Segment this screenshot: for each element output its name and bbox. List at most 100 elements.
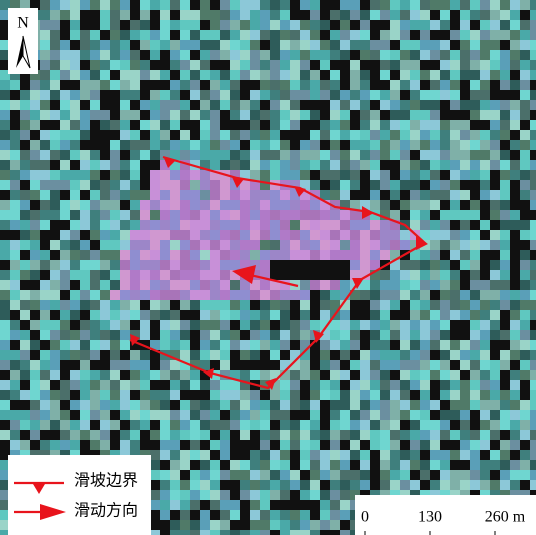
pixel <box>440 210 450 220</box>
pixel <box>440 440 450 450</box>
pixel <box>140 220 150 230</box>
pixel <box>280 0 290 10</box>
pixel <box>70 370 80 380</box>
pixel <box>80 140 90 150</box>
pixel <box>60 100 70 110</box>
pixel <box>270 10 280 20</box>
pixel <box>80 310 90 320</box>
pixel <box>480 150 490 160</box>
pixel <box>400 440 410 450</box>
pixel <box>110 260 120 270</box>
pixel <box>390 140 400 150</box>
pixel <box>100 70 110 80</box>
pixel <box>440 130 450 140</box>
pixel <box>330 420 340 430</box>
pixel <box>380 400 390 410</box>
pixel <box>160 60 170 70</box>
pixel <box>230 530 240 535</box>
pixel <box>350 50 360 60</box>
pixel <box>300 330 310 340</box>
pixel <box>150 280 160 290</box>
pixel <box>340 30 350 40</box>
pixel <box>160 200 170 210</box>
pixel <box>200 240 210 250</box>
pixel <box>500 150 510 160</box>
pixel <box>150 410 160 420</box>
pixel <box>90 440 100 450</box>
pixel <box>100 430 110 440</box>
pixel <box>390 450 400 460</box>
pixel <box>350 120 360 130</box>
pixel <box>100 160 110 170</box>
pixel <box>10 270 20 280</box>
pixel <box>330 260 340 270</box>
pixel <box>300 530 310 535</box>
pixel <box>70 0 80 10</box>
pixel <box>220 360 230 370</box>
pixel <box>130 110 140 120</box>
pixel <box>0 350 10 360</box>
pixel <box>420 290 430 300</box>
pixel <box>430 70 440 80</box>
pixel <box>150 160 160 170</box>
pixel <box>430 340 440 350</box>
pixel <box>260 90 270 100</box>
pixel <box>310 180 320 190</box>
pixel <box>430 200 440 210</box>
pixel <box>290 80 300 90</box>
pixel <box>170 230 180 240</box>
pixel <box>220 390 230 400</box>
pixel <box>210 190 220 200</box>
pixel <box>150 130 160 140</box>
pixel <box>20 230 30 240</box>
pixel <box>310 260 320 270</box>
pixel <box>430 0 440 10</box>
pixel <box>90 20 100 30</box>
pixel <box>430 410 440 420</box>
pixel <box>160 530 170 535</box>
pixel <box>310 530 320 535</box>
pixel <box>320 210 330 220</box>
pixel <box>450 70 460 80</box>
pixel <box>220 430 230 440</box>
pixel <box>420 370 430 380</box>
pixel <box>30 140 40 150</box>
pixel <box>140 400 150 410</box>
pixel <box>310 450 320 460</box>
pixel <box>440 340 450 350</box>
pixel <box>130 380 140 390</box>
pixel <box>190 120 200 130</box>
pixel <box>160 480 170 490</box>
pixel <box>20 420 30 430</box>
pixel <box>530 480 536 490</box>
pixel <box>420 340 430 350</box>
pixel <box>300 300 310 310</box>
pixel <box>370 0 380 10</box>
pixel <box>180 200 190 210</box>
pixel <box>390 290 400 300</box>
pixel <box>380 70 390 80</box>
pixel <box>480 470 490 480</box>
pixel <box>240 390 250 400</box>
pixel <box>280 240 290 250</box>
pixel <box>320 460 330 470</box>
pixel <box>360 180 370 190</box>
pixel <box>250 500 260 510</box>
pixel <box>520 400 530 410</box>
pixel <box>470 420 480 430</box>
pixel <box>300 410 310 420</box>
pixel <box>400 470 410 480</box>
pixel <box>330 90 340 100</box>
pixel <box>40 200 50 210</box>
pixel <box>50 30 60 40</box>
pixel <box>380 80 390 90</box>
pixel <box>60 310 70 320</box>
pixel <box>360 130 370 140</box>
pixel <box>170 360 180 370</box>
pixel <box>340 80 350 90</box>
pixel <box>120 380 130 390</box>
pixel <box>520 30 530 40</box>
pixel <box>230 80 240 90</box>
pixel <box>80 290 90 300</box>
pixel <box>280 170 290 180</box>
